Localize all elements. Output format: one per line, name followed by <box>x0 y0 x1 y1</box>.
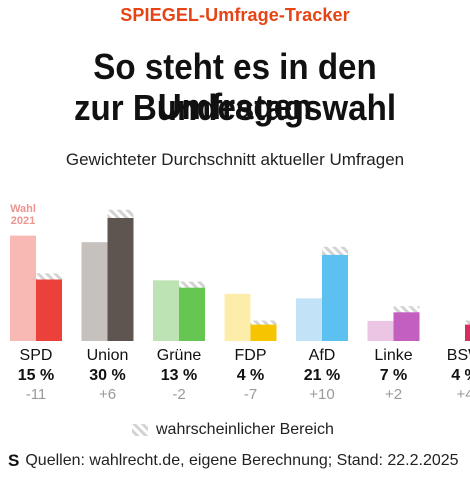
bar-2021-linke <box>367 320 394 341</box>
poll-bar-chart: SPD 15 % -11 Union 30 % +6 Grüne 13 % -2 FDP 4 % -7… <box>10 203 470 403</box>
party-label: Union <box>87 347 129 364</box>
bar-now-bsw <box>465 324 470 341</box>
bar-now-spd <box>36 279 62 341</box>
change-label: -7 <box>244 386 257 403</box>
source-text: Quellen: wahlrecht.de, eigene Berechnung… <box>25 452 459 469</box>
bar-now-union <box>107 218 134 341</box>
bar-2021-spd <box>10 235 36 341</box>
change-label: -2 <box>172 386 185 403</box>
bar-2021-fdp <box>224 293 251 341</box>
change-label: +6 <box>99 386 116 403</box>
bar-now-fdp <box>250 324 277 341</box>
value-label: 21 % <box>304 367 340 384</box>
party-label: Linke <box>374 347 412 364</box>
chart-subtitle: Gewichteter Durchschnitt aktueller Umfra… <box>65 150 405 169</box>
value-label: 7 % <box>380 367 408 384</box>
party-label: SPD <box>20 347 53 364</box>
party-label: AfD <box>309 347 336 364</box>
change-label: -11 <box>26 386 47 403</box>
change-label: +2 <box>385 386 402 403</box>
hatched-range-icon <box>132 424 148 436</box>
party-label: Grüne <box>157 347 202 364</box>
party-label: BSW <box>447 347 470 364</box>
bar-now-grüne <box>179 287 205 341</box>
value-label: 15 % <box>18 367 54 384</box>
wahl-2021-year: 2021 <box>11 215 35 227</box>
legend: wahrscheinlicher Bereich <box>132 420 334 440</box>
source-line: S Quellen: wahlrecht.de, eigene Berechnu… <box>8 451 459 471</box>
value-label: 30 % <box>89 367 125 384</box>
value-label: 4 % <box>451 367 470 384</box>
headline-line-1: So steht es in den Umfragen <box>93 46 377 127</box>
bar-now-linke <box>393 312 420 341</box>
bar-now-afd <box>322 254 348 341</box>
headline-line-2: zur Bundestagswahl <box>73 87 397 128</box>
legend-label: wahrscheinlicher Bereich <box>156 421 334 438</box>
party-label: FDP <box>235 347 267 364</box>
wahl-2021-label: Wahl <box>10 203 36 215</box>
bar-2021-union <box>81 242 108 341</box>
value-label: 13 % <box>161 367 197 384</box>
change-label: +4 <box>456 386 470 403</box>
change-label: +10 <box>309 386 334 403</box>
bar-2021-grüne <box>153 280 179 341</box>
kicker: SPIEGEL-Umfrage-Tracker <box>120 5 350 25</box>
spiegel-logo-icon: S <box>8 451 20 470</box>
value-label: 4 % <box>237 367 265 384</box>
bar-2021-afd <box>296 298 322 341</box>
